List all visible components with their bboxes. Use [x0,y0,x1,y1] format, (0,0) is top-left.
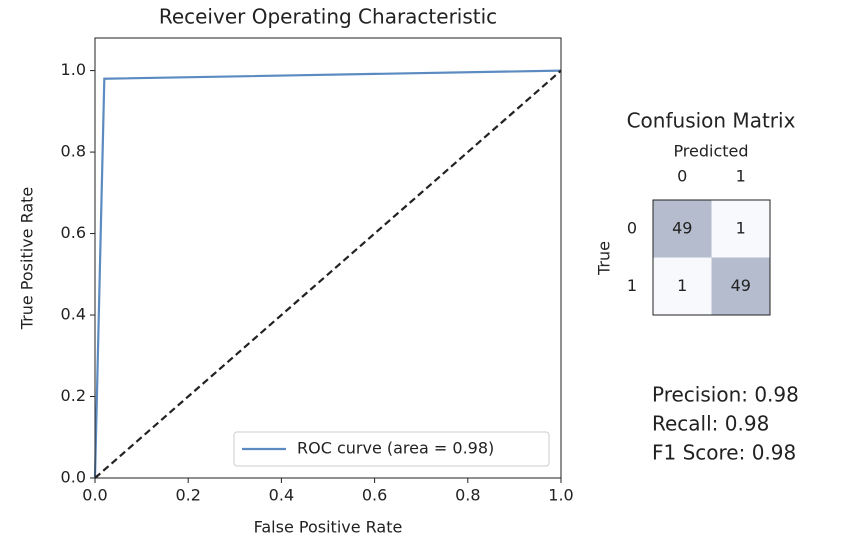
series-line [93,69,562,479]
cell-label: 49 [731,276,751,295]
chart-title: Receiver Operating Characteristic [159,5,497,29]
metric: Recall: 0.98 [652,412,769,436]
matrix-cell [653,257,712,315]
legend-label: ROC curve (area = 0.98) [297,439,494,458]
y-tick-label: 0.2 [61,386,86,405]
matrix-title: Confusion Matrix [627,109,796,133]
y-tick-label: 0.0 [61,468,86,487]
metric: F1 Score: 0.98 [652,441,796,465]
matrix-cell [711,257,770,315]
column-label: 1 [736,167,746,186]
matrix-frame [652,199,771,316]
metric: Precision: 0.98 [652,383,799,407]
y-axis-label: True Positive Rate [18,187,37,331]
row-label: 1 [627,276,637,295]
row-label: 0 [627,218,637,237]
x-tick-label: 0.6 [362,486,387,505]
x-tick-label: 0.2 [175,486,200,505]
x-tick-label: 1.0 [548,486,573,505]
matrix-x-label: Predicted [673,142,748,161]
y-tick-label: 0.4 [61,305,86,324]
y-tick-label: 0.6 [61,223,86,242]
cell-label: 1 [736,218,746,237]
column-label: 0 [677,167,687,186]
series-line [94,69,562,479]
cell-label: 1 [677,276,687,295]
y-tick-label: 0.8 [61,142,86,161]
y-tick-label: 1.0 [61,60,86,79]
legend-box [233,431,550,467]
matrix-cell [711,200,770,258]
plot-frame [94,37,562,479]
x-axis-label: False Positive Rate [254,518,403,537]
x-tick-label: 0.4 [269,486,294,505]
matrix-y-label: True [595,241,614,276]
x-tick-label: 0.8 [455,486,480,505]
matrix-cell [653,200,712,258]
x-tick-label: 0.0 [82,486,107,505]
cell-label: 49 [672,218,692,237]
